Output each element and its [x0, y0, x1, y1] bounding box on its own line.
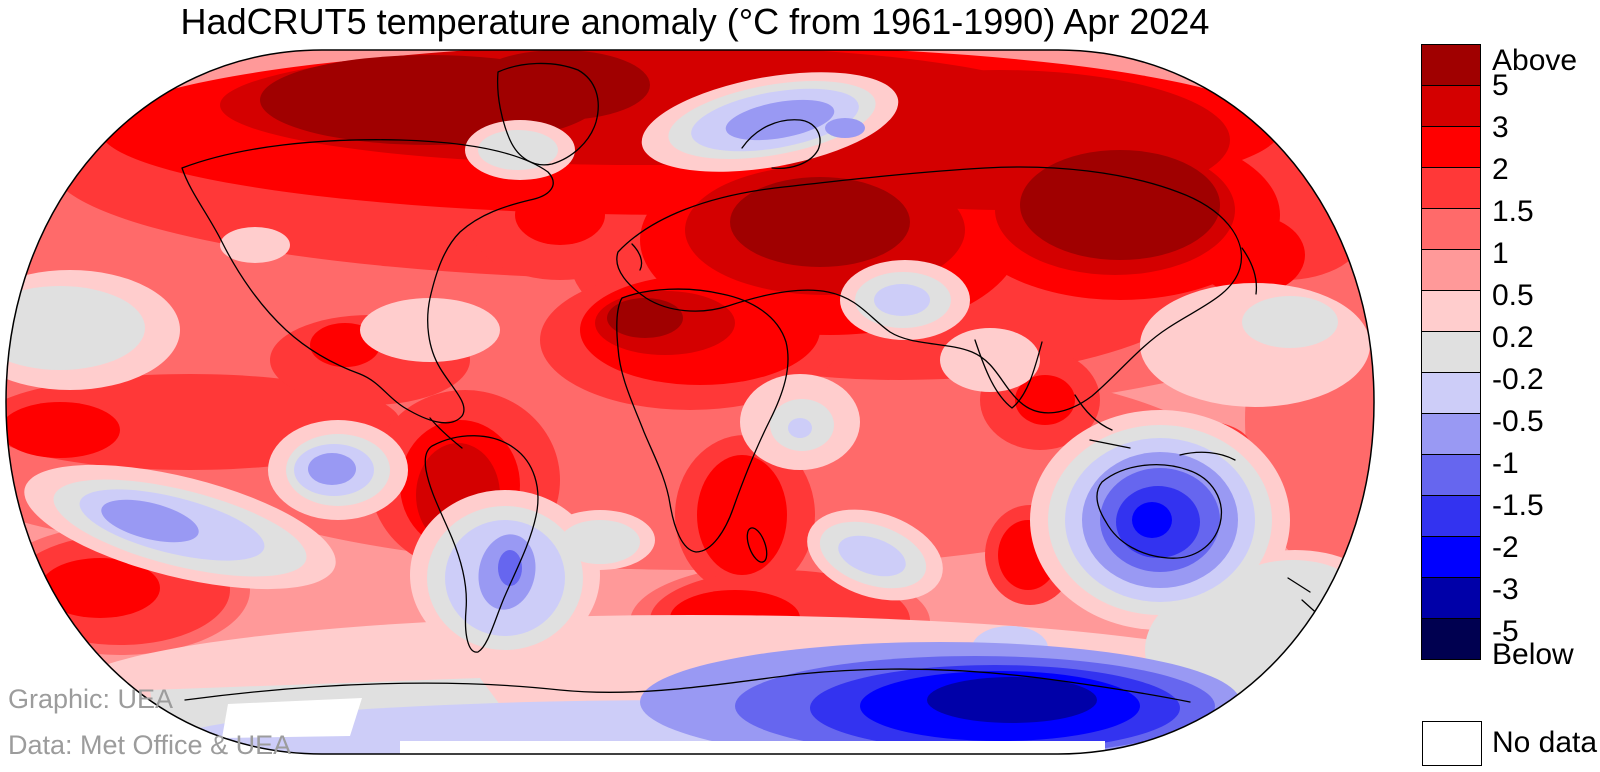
colorbar-label-0.2: 0.2	[1492, 321, 1534, 355]
colorbar-band-0.2-to-0.5	[1421, 290, 1481, 332]
colorbar-band-1-to-1.5	[1421, 208, 1481, 250]
colorbar-label--1.5: -1.5	[1492, 489, 1544, 523]
colorbar-label-0.5: 0.5	[1492, 279, 1534, 313]
colorbar-label-2: 2	[1492, 153, 1509, 187]
colorbar-label--1: -1	[1492, 447, 1519, 481]
credit-data: Data: Met Office & UEA	[8, 730, 291, 761]
colorbar-band-3-to-5	[1421, 85, 1481, 127]
colorbar-label--2: -2	[1492, 531, 1519, 565]
colorbar-label--0.5: -0.5	[1492, 405, 1544, 439]
colorbar-label-3: 3	[1492, 111, 1509, 145]
colorbar-band-below--5	[1421, 618, 1481, 660]
colorbar-band--1-to--0.5	[1421, 413, 1481, 455]
colorbar-band--0.2-to-0.2	[1421, 331, 1481, 373]
no-data-strip	[400, 741, 1105, 755]
colorbar-band--3-to--2	[1421, 536, 1481, 578]
no-data-swatch	[1422, 721, 1482, 766]
colorbar-band--5-to--3	[1421, 577, 1481, 619]
colorbar-band-above-5	[1421, 44, 1481, 86]
credit-graphic: Graphic: UEA	[8, 684, 173, 715]
colorbar-label-1: 1	[1492, 237, 1509, 271]
colorbar-label--3: -3	[1492, 573, 1519, 607]
anomaly-contours	[0, 40, 1390, 772]
colorbar-label-1.5: 1.5	[1492, 195, 1534, 229]
colorbar-band--1.5-to--1	[1421, 454, 1481, 496]
figure-canvas: HadCRUT5 temperature anomaly (°C from 19…	[0, 0, 1600, 772]
world-map	[0, 0, 1390, 772]
no-data-label: No data	[1492, 726, 1597, 760]
colorbar-label-5: 5	[1492, 69, 1509, 103]
colorbar-band--2-to--1.5	[1421, 495, 1481, 537]
colorbar-label--0.2: -0.2	[1492, 363, 1544, 397]
colorbar-band-2-to-3	[1421, 126, 1481, 168]
colorbar	[1421, 44, 1481, 660]
colorbar-label-below: Below	[1492, 638, 1574, 672]
colorbar-band-0.5-to-1	[1421, 249, 1481, 291]
colorbar-band--0.5-to--0.2	[1421, 372, 1481, 414]
colorbar-band-1.5-to-2	[1421, 167, 1481, 209]
